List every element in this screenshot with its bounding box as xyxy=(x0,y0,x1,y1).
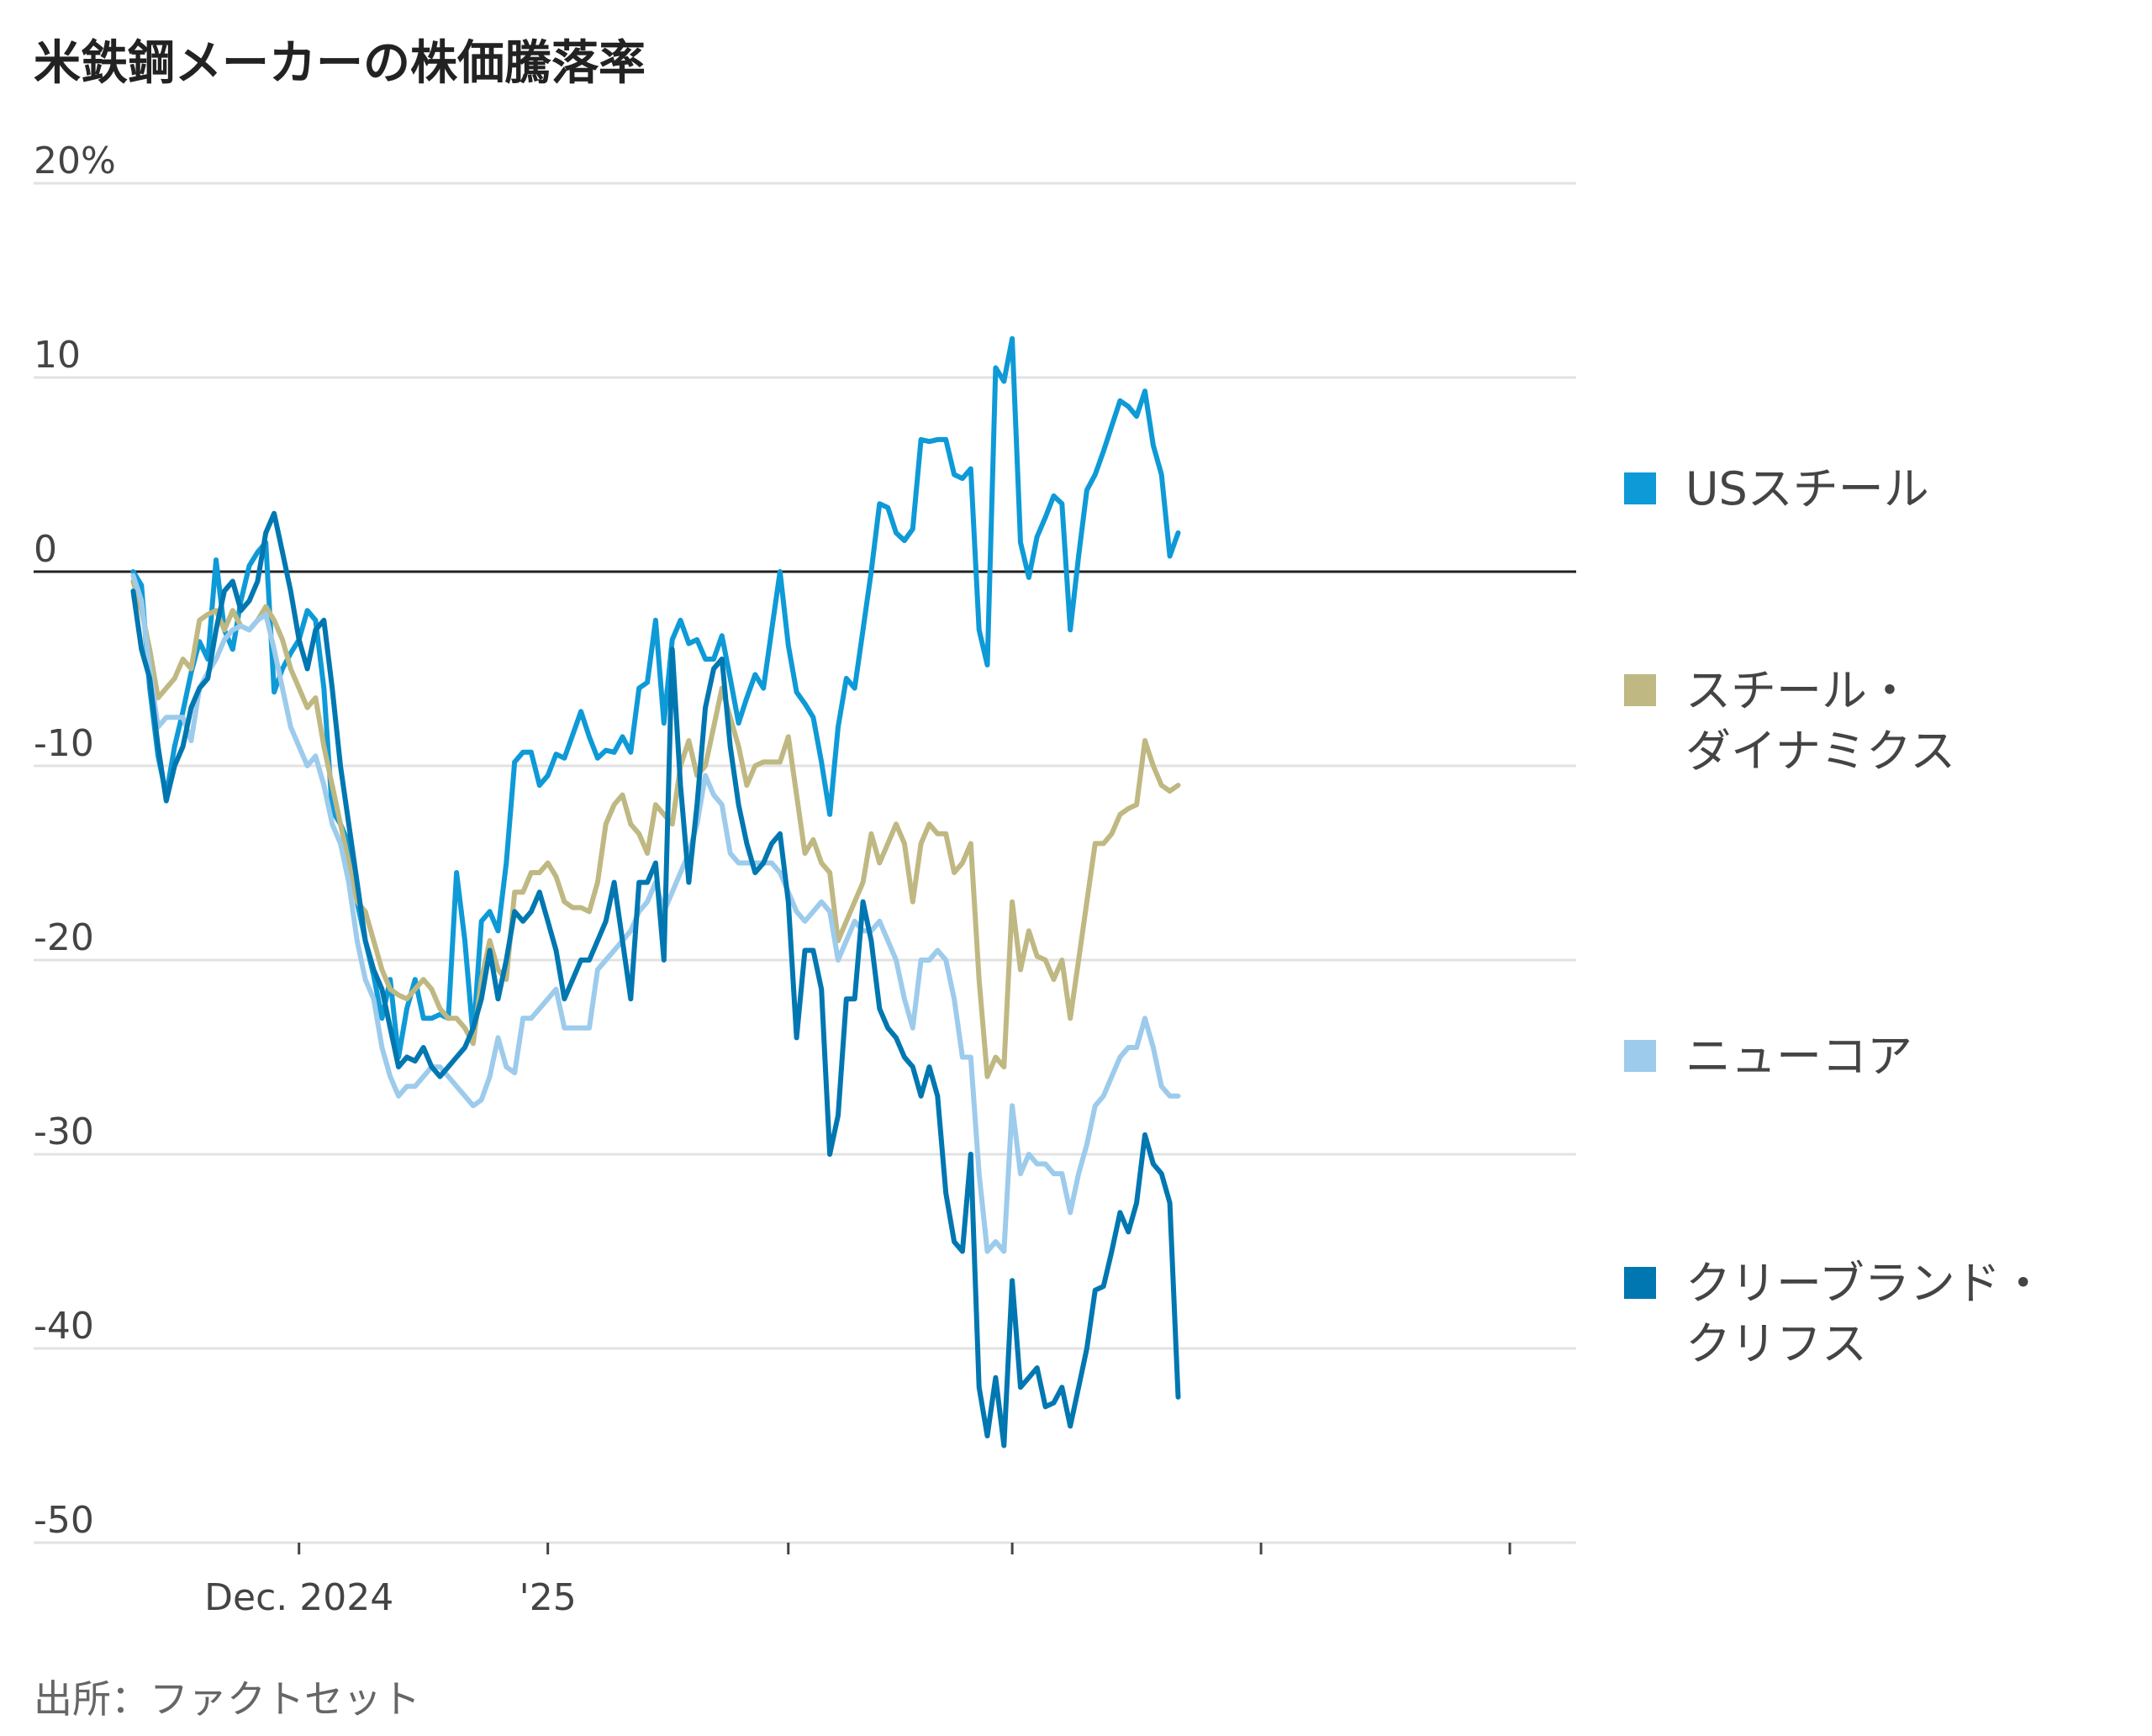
x-tick-label: '25 xyxy=(520,1576,577,1619)
y-tick-label: 20% xyxy=(34,140,116,182)
legend-swatch xyxy=(1624,674,1656,706)
legend-item-2: ニューコア xyxy=(1624,1030,1912,1083)
series-line-2 xyxy=(130,573,1181,1254)
y-tick-label: 0 xyxy=(34,528,57,571)
series-line-0 xyxy=(130,335,1181,1060)
y-tick-label: -40 xyxy=(34,1305,94,1348)
y-tick-label: -10 xyxy=(34,722,94,765)
line-chart: 20% 10 0 -10 -20 -30 -40 -50 Dec. 2024 '25 USスチー… xyxy=(34,140,2046,1619)
legend-item-0: USスチール xyxy=(1624,462,1929,515)
legend-label: クリーブランド・ xyxy=(1685,1257,2046,1310)
x-tick-label: Dec. 2024 xyxy=(204,1576,393,1619)
chart-title: 米鉄鋼メーカーの株価騰落率 xyxy=(34,36,646,91)
legend-swatch xyxy=(1624,472,1656,504)
legend-item-3: クリーブランド・クリフス xyxy=(1624,1257,2046,1370)
y-tick-label: -50 xyxy=(34,1499,94,1542)
legend-label: クリフス xyxy=(1685,1317,1867,1370)
legend-label: ニューコア xyxy=(1685,1030,1912,1083)
series-line-1 xyxy=(130,578,1181,1079)
series-line-3 xyxy=(130,510,1181,1448)
source-note: 出所：ファクトセット xyxy=(34,1676,420,1722)
gridlines xyxy=(34,182,1576,1544)
legend-label: スチール・ xyxy=(1685,664,1912,717)
y-tick-label: -30 xyxy=(34,1111,94,1153)
y-axis-ticks: 20% 10 0 -10 -20 -30 -40 -50 xyxy=(34,140,116,1542)
x-axis: Dec. 2024 '25 xyxy=(204,1543,1511,1619)
legend-swatch xyxy=(1624,1040,1656,1072)
y-tick-label: 10 xyxy=(34,334,81,377)
series-lines xyxy=(130,335,1181,1448)
y-tick-label: -20 xyxy=(34,916,94,959)
legend-label: ダイナミクス xyxy=(1685,725,1955,778)
legend-item-1: スチール・ダイナミクス xyxy=(1624,664,1955,778)
legend-label: USスチール xyxy=(1685,462,1929,515)
legend-swatch xyxy=(1624,1267,1656,1299)
